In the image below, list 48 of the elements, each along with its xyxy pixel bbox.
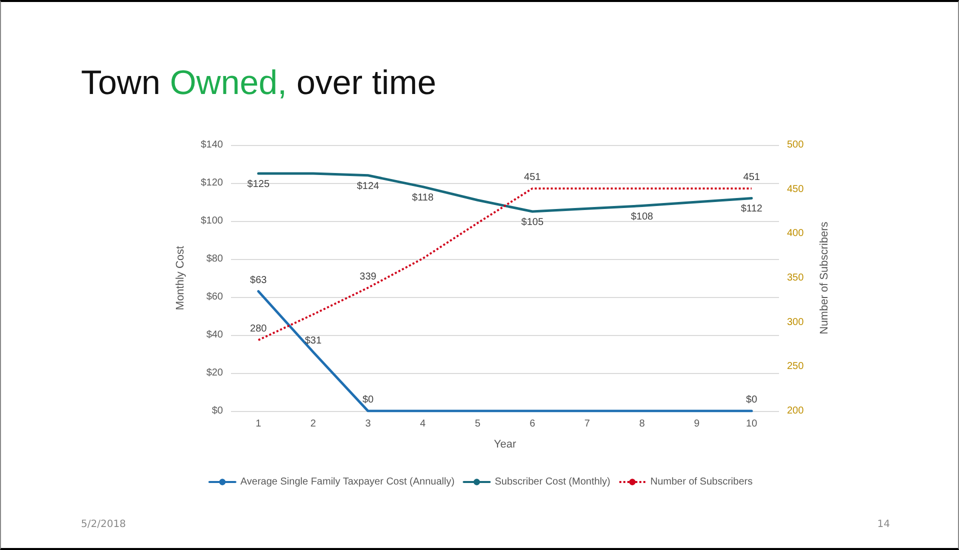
y2-tick-label: 250 — [787, 361, 804, 372]
data-label: 451 — [743, 172, 760, 183]
y2-tick-label: 200 — [787, 406, 804, 416]
data-label: $105 — [521, 217, 544, 228]
y2-axis-title: Number of Subscribers — [818, 221, 830, 334]
data-label: $0 — [362, 394, 374, 406]
text: 14 — [877, 519, 890, 530]
data-label: 451 — [524, 172, 542, 183]
y-tick-label: $60 — [206, 292, 224, 302]
legend-label: Number of Subscribers — [650, 476, 753, 488]
x-tick-label: 5 — [474, 418, 481, 430]
y-tick-label: $0 — [212, 406, 224, 416]
data-label: 280 — [250, 324, 268, 335]
data-label: $118 — [412, 192, 434, 204]
y2-tick-label: 450 — [787, 184, 804, 195]
chart-title: Town Owned, over time — [81, 64, 436, 102]
data-label: $112 — [740, 204, 763, 215]
y-tick-label: $140 — [200, 140, 224, 150]
x-tick-label: 9 — [694, 418, 700, 430]
data-label: $124 — [356, 180, 380, 192]
data-label: 339 — [360, 271, 377, 282]
data-label: $108 — [630, 211, 654, 222]
data-label: $63 — [250, 274, 268, 286]
x-tick-label: 3 — [365, 418, 372, 430]
x-tick-label: 4 — [420, 418, 426, 430]
text: 5/2/2018 — [81, 519, 126, 530]
x-tick-label: 1 — [256, 418, 262, 430]
y-axis-title: Monthly Cost — [174, 246, 186, 310]
data-label: $0 — [746, 394, 758, 406]
x-tick-label: 2 — [310, 418, 316, 430]
y2-tick-label: 350 — [787, 272, 804, 284]
x-tick-label: 10 — [746, 418, 758, 430]
y2-tick-label: 400 — [787, 228, 804, 240]
x-tick-label: 7 — [584, 418, 590, 430]
y2-tick-label: 500 — [787, 140, 804, 150]
y-tick-label: $120 — [200, 178, 224, 188]
legend-label: Average Single Family Taxpayer Cost (Annually) — [240, 476, 455, 488]
legend-label: Subscriber Cost (Monthly) — [494, 476, 610, 488]
y2-tick-label: 300 — [787, 316, 804, 328]
y-tick-label: $20 — [206, 368, 224, 378]
x-tick-label: 6 — [530, 418, 536, 430]
y-tick-label: $40 — [206, 330, 224, 340]
y-tick-label: $100 — [200, 216, 224, 226]
data-label: $31 — [304, 336, 322, 347]
data-label: $125 — [247, 179, 270, 190]
y-tick-label: $80 — [206, 254, 224, 264]
x-axis-title: Year — [494, 438, 516, 450]
x-tick-label: 8 — [639, 418, 646, 430]
